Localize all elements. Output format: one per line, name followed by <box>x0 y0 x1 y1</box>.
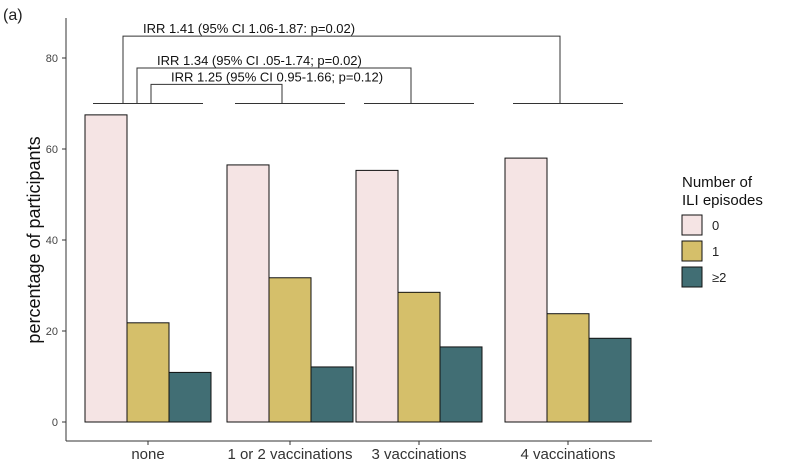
legend-label: 1 <box>712 244 719 259</box>
bar <box>588 337 632 423</box>
bars-group <box>84 114 632 423</box>
y-tick-label: 40 <box>46 235 58 247</box>
bar <box>355 169 399 423</box>
bracket-line <box>122 35 561 104</box>
y-axis-title: percentage of participants <box>24 136 44 343</box>
y-ticks: 0 20 40 60 80 <box>46 53 66 429</box>
bar <box>504 157 548 423</box>
axes <box>65 18 652 442</box>
x-category-labels: none 1 or 2 vaccinations 3 vaccinations 4 v… <box>131 441 616 463</box>
bar <box>126 322 170 423</box>
x-category-label: 1 or 2 vaccinations <box>227 446 352 463</box>
legend-title: Number of <box>682 174 753 191</box>
legend-label: 0 <box>712 218 719 233</box>
legend-swatch <box>681 240 703 262</box>
y-tick-label: 60 <box>46 144 58 156</box>
y-tick-label: 20 <box>46 326 58 338</box>
bar <box>439 346 483 423</box>
bar <box>226 164 270 423</box>
bracket-line <box>136 67 412 104</box>
bar <box>168 371 212 423</box>
bar <box>84 114 128 423</box>
y-tick-label: 0 <box>52 417 58 429</box>
legend-title: ILI episodes <box>682 192 763 209</box>
bar <box>546 313 590 423</box>
comparison-brackets: IRR 1.41 (95% CI 1.06-1.87: p=0.02) IRR 1… <box>93 21 623 104</box>
legend-label: ≥2 <box>712 270 726 285</box>
y-tick-label: 80 <box>46 53 58 65</box>
annotation-text: IRR 1.25 (95% CI 0.95-1.66; p=0.12) <box>171 69 383 84</box>
bar <box>268 277 312 423</box>
bar <box>397 291 441 423</box>
bracket-line <box>150 83 283 104</box>
panel-label: (a) <box>3 7 23 24</box>
x-category-label: 3 vaccinations <box>371 446 466 463</box>
annotation-text: IRR 1.34 (95% CI .05-1.74; p=0.02) <box>157 53 362 68</box>
annotation-text: IRR 1.41 (95% CI 1.06-1.87: p=0.02) <box>143 21 355 36</box>
x-category-label: none <box>131 446 164 463</box>
legend-swatch <box>681 214 703 236</box>
legend-swatch <box>681 266 703 288</box>
bar <box>310 366 354 423</box>
x-category-label: 4 vaccinations <box>520 446 615 463</box>
